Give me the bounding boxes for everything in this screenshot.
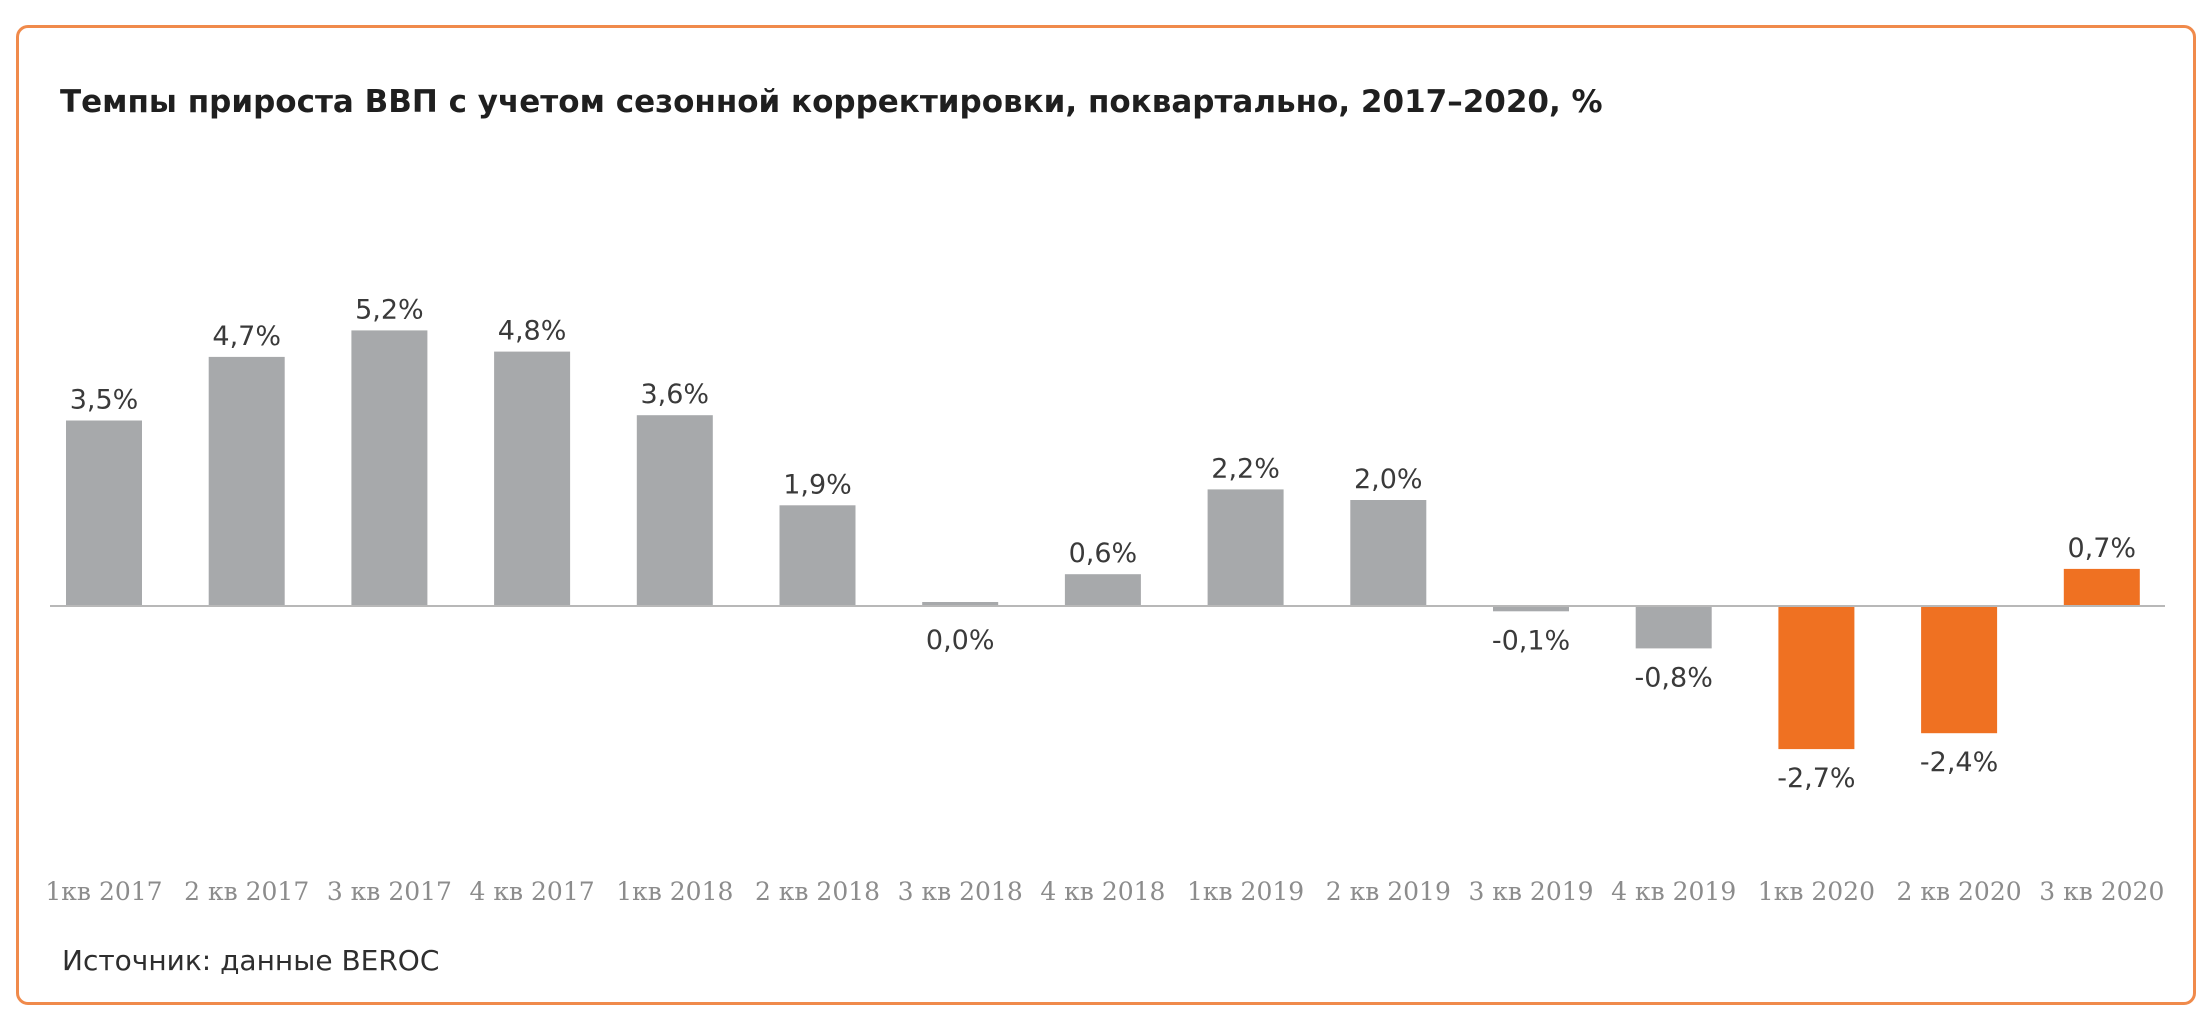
bar-7 [922,602,999,606]
source-note: Источник: данные BEROC [62,944,440,977]
x-tick-label-14: 2 кв 2020 [1897,877,2022,906]
x-tick-label-15: 3 кв 2020 [2039,877,2164,906]
x-tick-label-12: 4 кв 2019 [1611,877,1736,906]
x-tick-label-4: 4 кв 2017 [470,877,595,906]
bar-11 [1493,606,1569,612]
bar-5 [636,415,713,606]
bar-14 [1921,606,1998,734]
bar-12 [1635,606,1712,649]
data-label-9: 2,2% [1211,453,1280,484]
x-tick-label-2: 2 кв 2017 [184,877,309,906]
data-label-6: 1,9% [783,469,852,500]
data-label-5: 3,6% [640,379,709,410]
data-label-4: 4,8% [498,316,567,347]
data-label-7: 0,0% [926,625,995,656]
x-tick-label-10: 2 кв 2019 [1326,877,1451,906]
x-tick-label-13: 1кв 2020 [1758,877,1875,906]
x-tick-label-8: 4 кв 2018 [1040,877,1165,906]
bar-4 [494,351,571,606]
x-tick-label-6: 2 кв 2018 [755,877,880,906]
bar-6 [779,505,856,606]
x-tick-label-3: 3 кв 2017 [327,877,452,906]
data-label-13: -2,7% [1777,763,1855,794]
x-tick-label-9: 1кв 2019 [1187,877,1304,906]
x-tick-label-7: 3 кв 2018 [898,877,1023,906]
data-label-10: 2,0% [1354,464,1423,495]
x-tick-label-11: 3 кв 2019 [1468,877,1593,906]
data-label-3: 5,2% [355,294,424,325]
x-tick-label-1: 1кв 2017 [45,877,162,906]
data-label-2: 4,7% [212,321,281,352]
data-label-1: 3,5% [70,385,139,416]
bar-9 [1207,489,1284,606]
bar-8 [1064,574,1141,606]
bar-10 [1350,500,1427,606]
data-label-14: -2,4% [1920,747,1998,778]
data-label-15: 0,7% [2067,533,2136,564]
bar-3 [351,330,428,606]
data-label-12: -0,8% [1635,662,1713,693]
bar-13 [1778,606,1855,750]
chart-title: Темпы прироста ВВП с учетом сезонной кор… [60,84,1603,120]
bar-15 [2063,568,2140,606]
data-label-11: -0,1% [1492,625,1570,656]
bar-1 [66,420,142,606]
x-tick-label-5: 1кв 2018 [616,877,733,906]
data-label-8: 0,6% [1069,538,1138,569]
bar-2 [208,356,285,606]
